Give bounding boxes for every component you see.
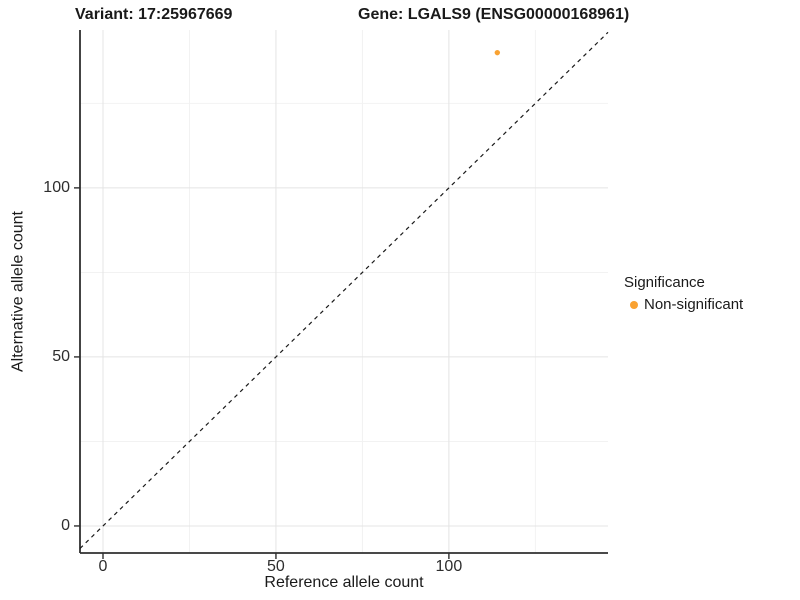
x-tick-label-0: 0 <box>98 558 108 575</box>
legend: Significance Non-significant <box>624 273 743 314</box>
x-tick-label-1: 50 <box>267 558 285 575</box>
legend-item-label: Non-significant <box>644 296 744 313</box>
x-tick-label-2: 100 <box>435 558 463 575</box>
legend-item-non-significant: Non-significant <box>624 295 743 314</box>
identity-dashed-line <box>79 31 609 549</box>
legend-dot-icon <box>630 300 638 309</box>
legend-title: Significance <box>624 274 705 291</box>
x-axis-title: Reference allele count <box>264 574 424 591</box>
gene-title: Gene: LGALS9 (ENSG00000168961) <box>358 6 630 23</box>
y-tick-label-2: 100 <box>43 178 70 196</box>
y-axis-title: Alternative allele count <box>9 211 27 372</box>
data-point <box>494 49 501 56</box>
y-tick-label-0: 0 <box>61 516 70 534</box>
variant-title: Variant: 17:25967669 <box>75 6 233 23</box>
y-tick-label-1: 50 <box>52 347 70 365</box>
